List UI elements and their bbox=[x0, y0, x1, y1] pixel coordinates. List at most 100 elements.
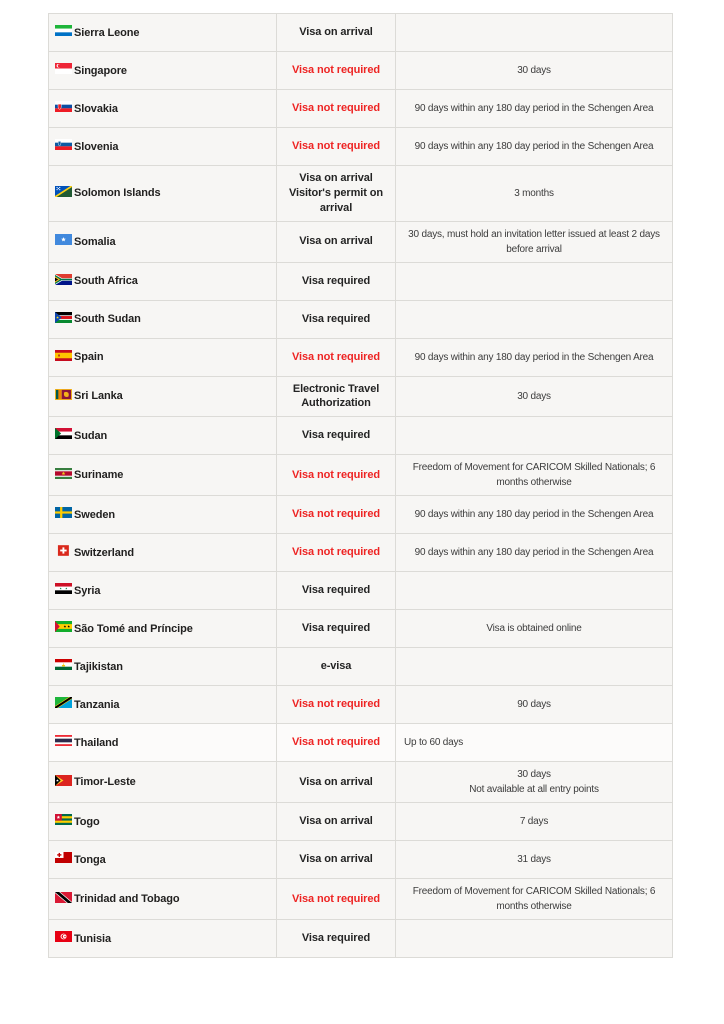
notes-cell: 90 days within any 180 day period in the… bbox=[395, 337, 673, 377]
notes-cell: 90 days within any 180 day period in the… bbox=[395, 495, 673, 535]
table-row: Trinidad and Tobago Visa not required Free… bbox=[48, 878, 673, 921]
visa-requirement-cell: e-visa bbox=[276, 647, 396, 687]
country-cell: Sudan bbox=[48, 416, 277, 456]
visa-requirement-cell: Visa required bbox=[276, 299, 396, 339]
country-name: Slovakia bbox=[74, 102, 118, 115]
trinidad-and-tobago-flag-icon bbox=[55, 891, 72, 903]
country-cell: Tanzania bbox=[48, 685, 277, 725]
table-row: São Tomé and Príncipe Visa required Visa i… bbox=[48, 609, 673, 649]
notes-cell: Visa is obtained online bbox=[395, 609, 673, 649]
visa-requirement-cell: Visa not required bbox=[276, 454, 396, 497]
notes-cell: 90 days within any 180 day period in the… bbox=[395, 533, 673, 573]
notes-cell: 30 days, must hold an invitation letter … bbox=[395, 220, 673, 263]
country-cell: Tajikistan bbox=[48, 647, 277, 687]
country-cell: São Tomé and Príncipe bbox=[48, 609, 277, 649]
suriname-flag-icon bbox=[55, 467, 72, 479]
country-cell: Spain bbox=[48, 337, 277, 377]
country-name: Tanzania bbox=[74, 698, 120, 711]
notes-cell bbox=[395, 571, 673, 611]
visa-requirements-page: Sierra Leone Visa on arrival Singapore Visa… bbox=[48, 13, 673, 959]
country-name: Somalia bbox=[74, 235, 116, 248]
sierra-leone-flag-icon bbox=[55, 25, 72, 36]
syria-flag-icon bbox=[55, 583, 72, 595]
visa-requirement-cell: Visa not required bbox=[276, 127, 396, 166]
spain-flag-icon bbox=[55, 349, 72, 361]
visa-requirement-cell: Visa not required bbox=[276, 89, 396, 128]
notes-cell: Freedom of Movement for CARICOM Skilled … bbox=[395, 878, 673, 921]
country-name: Solomon Islands bbox=[74, 187, 161, 200]
notes-cell: Up to 60 days bbox=[395, 723, 673, 763]
country-name: Tajikistan bbox=[74, 660, 123, 673]
notes-cell: 31 days bbox=[395, 840, 673, 880]
table-row: Tunisia Visa required bbox=[48, 919, 673, 959]
visa-requirement-cell: Visa required bbox=[276, 919, 396, 959]
notes-cell: 90 days bbox=[395, 685, 673, 725]
notes-cell bbox=[395, 13, 673, 52]
country-cell: Trinidad and Tobago bbox=[48, 878, 277, 921]
visa-requirement-cell: Visa on arrival bbox=[276, 840, 396, 880]
table-row: Tajikistan e-visa bbox=[48, 647, 673, 687]
country-cell: South Africa bbox=[48, 261, 277, 301]
country-name: South Africa bbox=[74, 275, 138, 288]
country-cell: Tonga bbox=[48, 840, 277, 880]
table-row: Togo Visa on arrival 7 days bbox=[48, 802, 673, 842]
table-row: Tonga Visa on arrival 31 days bbox=[48, 840, 673, 880]
visa-requirement-cell: Visa not required bbox=[276, 337, 396, 377]
singapore-flag-icon bbox=[55, 63, 72, 74]
table-row: Timor-Leste Visa on arrival 30 days Not av… bbox=[48, 761, 673, 804]
table-row: Suriname Visa not required Freedom of Move… bbox=[48, 454, 673, 497]
table-row: Slovakia Visa not required 90 days within … bbox=[48, 89, 673, 128]
notes-cell: Freedom of Movement for CARICOM Skilled … bbox=[395, 454, 673, 497]
notes-cell: 3 months bbox=[395, 165, 673, 222]
visa-requirement-cell: Visa not required bbox=[276, 878, 396, 921]
country-name: Sudan bbox=[74, 429, 108, 442]
visa-requirements-table: Sierra Leone Visa on arrival Singapore Visa… bbox=[48, 13, 673, 959]
visa-requirement-cell: Visa required bbox=[276, 609, 396, 649]
table-row: South Sudan Visa required bbox=[48, 299, 673, 339]
country-cell: Sierra Leone bbox=[48, 13, 277, 52]
country-name: Sri Lanka bbox=[74, 390, 123, 403]
tonga-flag-icon bbox=[55, 852, 72, 864]
sudan-flag-icon bbox=[55, 428, 72, 440]
visa-requirement-cell: Visa not required bbox=[276, 685, 396, 725]
country-cell: Syria bbox=[48, 571, 277, 611]
country-name: Singapore bbox=[74, 64, 127, 77]
sri-lanka-flag-icon bbox=[55, 388, 72, 400]
tunisia-flag-icon bbox=[55, 931, 72, 943]
visa-requirement-cell: Visa required bbox=[276, 416, 396, 456]
notes-cell bbox=[395, 299, 673, 339]
country-name: Sierra Leone bbox=[74, 26, 140, 39]
tajikistan-flag-icon bbox=[55, 659, 72, 671]
country-name: Slovenia bbox=[74, 140, 119, 153]
table-row: Syria Visa required bbox=[48, 571, 673, 611]
country-name: Trinidad and Tobago bbox=[74, 893, 180, 906]
country-cell: Slovenia bbox=[48, 127, 277, 166]
country-name: Sweden bbox=[74, 508, 115, 521]
thailand-flag-icon bbox=[55, 735, 72, 747]
country-cell: Timor-Leste bbox=[48, 761, 277, 804]
country-name: Tunisia bbox=[74, 932, 111, 945]
visa-requirement-cell: Visa not required bbox=[276, 495, 396, 535]
togo-flag-icon bbox=[55, 814, 72, 826]
table-row: Somalia Visa on arrival 30 days, must hold… bbox=[48, 220, 673, 263]
table-row: Sweden Visa not required 90 days within an… bbox=[48, 495, 673, 535]
south-africa-flag-icon bbox=[55, 273, 72, 285]
country-cell: Slovakia bbox=[48, 89, 277, 128]
notes-cell: 30 days bbox=[395, 51, 673, 90]
slovakia-flag-icon bbox=[55, 101, 72, 112]
country-name: Thailand bbox=[74, 736, 119, 749]
table-row: Sri Lanka Electronic Travel Authorization… bbox=[48, 375, 673, 418]
visa-requirement-cell: Visa not required bbox=[276, 723, 396, 763]
country-name: Togo bbox=[74, 815, 100, 828]
timor-leste-flag-icon bbox=[55, 774, 72, 786]
notes-cell: 90 days within any 180 day period in the… bbox=[395, 127, 673, 166]
notes-cell bbox=[395, 261, 673, 301]
notes-cell bbox=[395, 919, 673, 959]
visa-requirement-cell: Visa on arrival bbox=[276, 761, 396, 804]
solomon-islands-flag-icon bbox=[55, 185, 72, 197]
table-row: Sudan Visa required bbox=[48, 416, 673, 456]
table-row: Thailand Visa not required Up to 60 days bbox=[48, 723, 673, 763]
notes-cell: 7 days bbox=[395, 802, 673, 842]
visa-requirement-cell: Visa not required bbox=[276, 533, 396, 573]
tanzania-flag-icon bbox=[55, 697, 72, 709]
